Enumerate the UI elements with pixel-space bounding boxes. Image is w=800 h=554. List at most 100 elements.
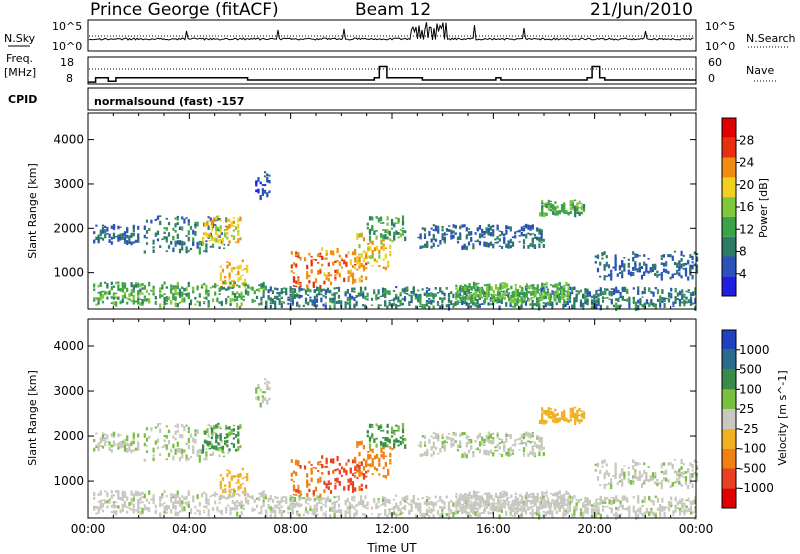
power-cell bbox=[439, 240, 442, 243]
velocity-cell bbox=[560, 495, 564, 501]
power-cell bbox=[119, 226, 122, 228]
velocity-cell bbox=[128, 502, 131, 507]
velocity-cell bbox=[225, 506, 228, 512]
velocity-cell bbox=[637, 499, 640, 504]
power-cell bbox=[280, 288, 283, 294]
power-cell bbox=[134, 282, 138, 284]
power-cell bbox=[498, 230, 501, 232]
power-cell bbox=[541, 199, 544, 203]
velocity-cell bbox=[159, 496, 162, 501]
velocity-cell bbox=[441, 441, 444, 445]
power-cell bbox=[163, 227, 166, 230]
velocity-cell bbox=[516, 499, 520, 505]
velocity-cell bbox=[603, 475, 606, 480]
velocity-cell bbox=[152, 497, 155, 503]
power-cell bbox=[695, 253, 699, 255]
velocity-cell bbox=[329, 508, 332, 512]
velocity-cell bbox=[307, 503, 310, 505]
power-cell bbox=[128, 298, 131, 301]
velocity-cell bbox=[496, 510, 499, 513]
velocity-cell bbox=[392, 511, 396, 516]
power-cell bbox=[543, 289, 546, 293]
power-cell bbox=[205, 289, 208, 294]
power-cell bbox=[198, 246, 201, 250]
velocity-cell bbox=[226, 473, 229, 478]
power-cell bbox=[210, 235, 213, 239]
power-cell bbox=[132, 294, 135, 300]
velocity-cell bbox=[523, 502, 526, 505]
power-cell bbox=[299, 281, 302, 284]
velocity-cell bbox=[531, 512, 534, 518]
velocity-cell bbox=[156, 423, 160, 428]
power-cell bbox=[110, 281, 113, 285]
velocity-cell bbox=[130, 490, 133, 496]
velocity-cell bbox=[603, 472, 606, 476]
power-cell bbox=[233, 298, 237, 302]
velocity-cell bbox=[298, 495, 301, 499]
power-cell bbox=[569, 201, 572, 205]
power-cell bbox=[317, 253, 320, 258]
power-cell bbox=[523, 296, 526, 300]
power-cell bbox=[229, 282, 232, 285]
nsky-line bbox=[88, 22, 694, 41]
velocity-cell bbox=[274, 504, 277, 508]
power-cell bbox=[205, 296, 208, 300]
power-cell bbox=[674, 296, 677, 301]
power-cell bbox=[359, 286, 363, 292]
power-cell bbox=[541, 202, 544, 205]
velocity-cell bbox=[187, 457, 190, 461]
velocity-cell bbox=[232, 428, 235, 432]
power-cell bbox=[291, 295, 294, 301]
velocity-cell bbox=[218, 501, 221, 504]
power-cell bbox=[397, 231, 400, 235]
velocity-cell bbox=[401, 497, 404, 502]
power-cell bbox=[384, 288, 387, 293]
velocity-cell bbox=[187, 504, 190, 508]
velocity-cell bbox=[547, 503, 550, 509]
velocity-cell bbox=[208, 447, 211, 450]
power-cell bbox=[137, 233, 140, 239]
velocity-cell bbox=[268, 381, 271, 384]
power-cell bbox=[452, 293, 455, 299]
velocity-cell bbox=[382, 466, 385, 470]
velocity-cell bbox=[465, 453, 468, 459]
velocity-cell bbox=[237, 431, 240, 437]
velocity-cell bbox=[326, 498, 330, 502]
power-cell bbox=[483, 236, 486, 238]
velocity-cell bbox=[123, 444, 127, 449]
velocity-cell bbox=[525, 441, 528, 447]
velocity-cell bbox=[347, 484, 350, 488]
power-cell bbox=[492, 289, 495, 293]
power-cell bbox=[541, 295, 544, 301]
velocity-cell bbox=[359, 495, 363, 500]
power-cell bbox=[264, 285, 267, 288]
power-cell bbox=[298, 304, 301, 308]
power-cell bbox=[351, 276, 355, 281]
power-cell bbox=[126, 301, 129, 305]
velocity-cell bbox=[353, 505, 356, 510]
power-cell bbox=[483, 241, 486, 247]
y-tick-label: 3000 bbox=[53, 177, 84, 191]
power-cell bbox=[240, 294, 243, 300]
velocity-cell bbox=[324, 500, 327, 504]
velocity-cell bbox=[351, 487, 355, 493]
velocity-cell bbox=[443, 440, 446, 444]
power-cell bbox=[185, 217, 188, 219]
velocity-cell bbox=[395, 494, 398, 497]
velocity-cell bbox=[479, 495, 482, 501]
power-cell bbox=[219, 238, 222, 241]
power-cell bbox=[525, 289, 528, 295]
power-cell bbox=[213, 217, 216, 222]
velocity-cell bbox=[106, 440, 109, 443]
power-cell bbox=[356, 260, 359, 265]
power-cell bbox=[117, 237, 120, 242]
velocity-cell bbox=[505, 437, 508, 443]
power-cell bbox=[242, 282, 245, 285]
velocity-cell bbox=[464, 492, 467, 497]
velocity-cell bbox=[595, 508, 598, 513]
velocity-cell bbox=[280, 505, 283, 509]
power-cell bbox=[362, 293, 365, 298]
velocity-cell bbox=[104, 441, 107, 447]
power-cell bbox=[371, 217, 374, 221]
power-cell bbox=[538, 243, 541, 249]
